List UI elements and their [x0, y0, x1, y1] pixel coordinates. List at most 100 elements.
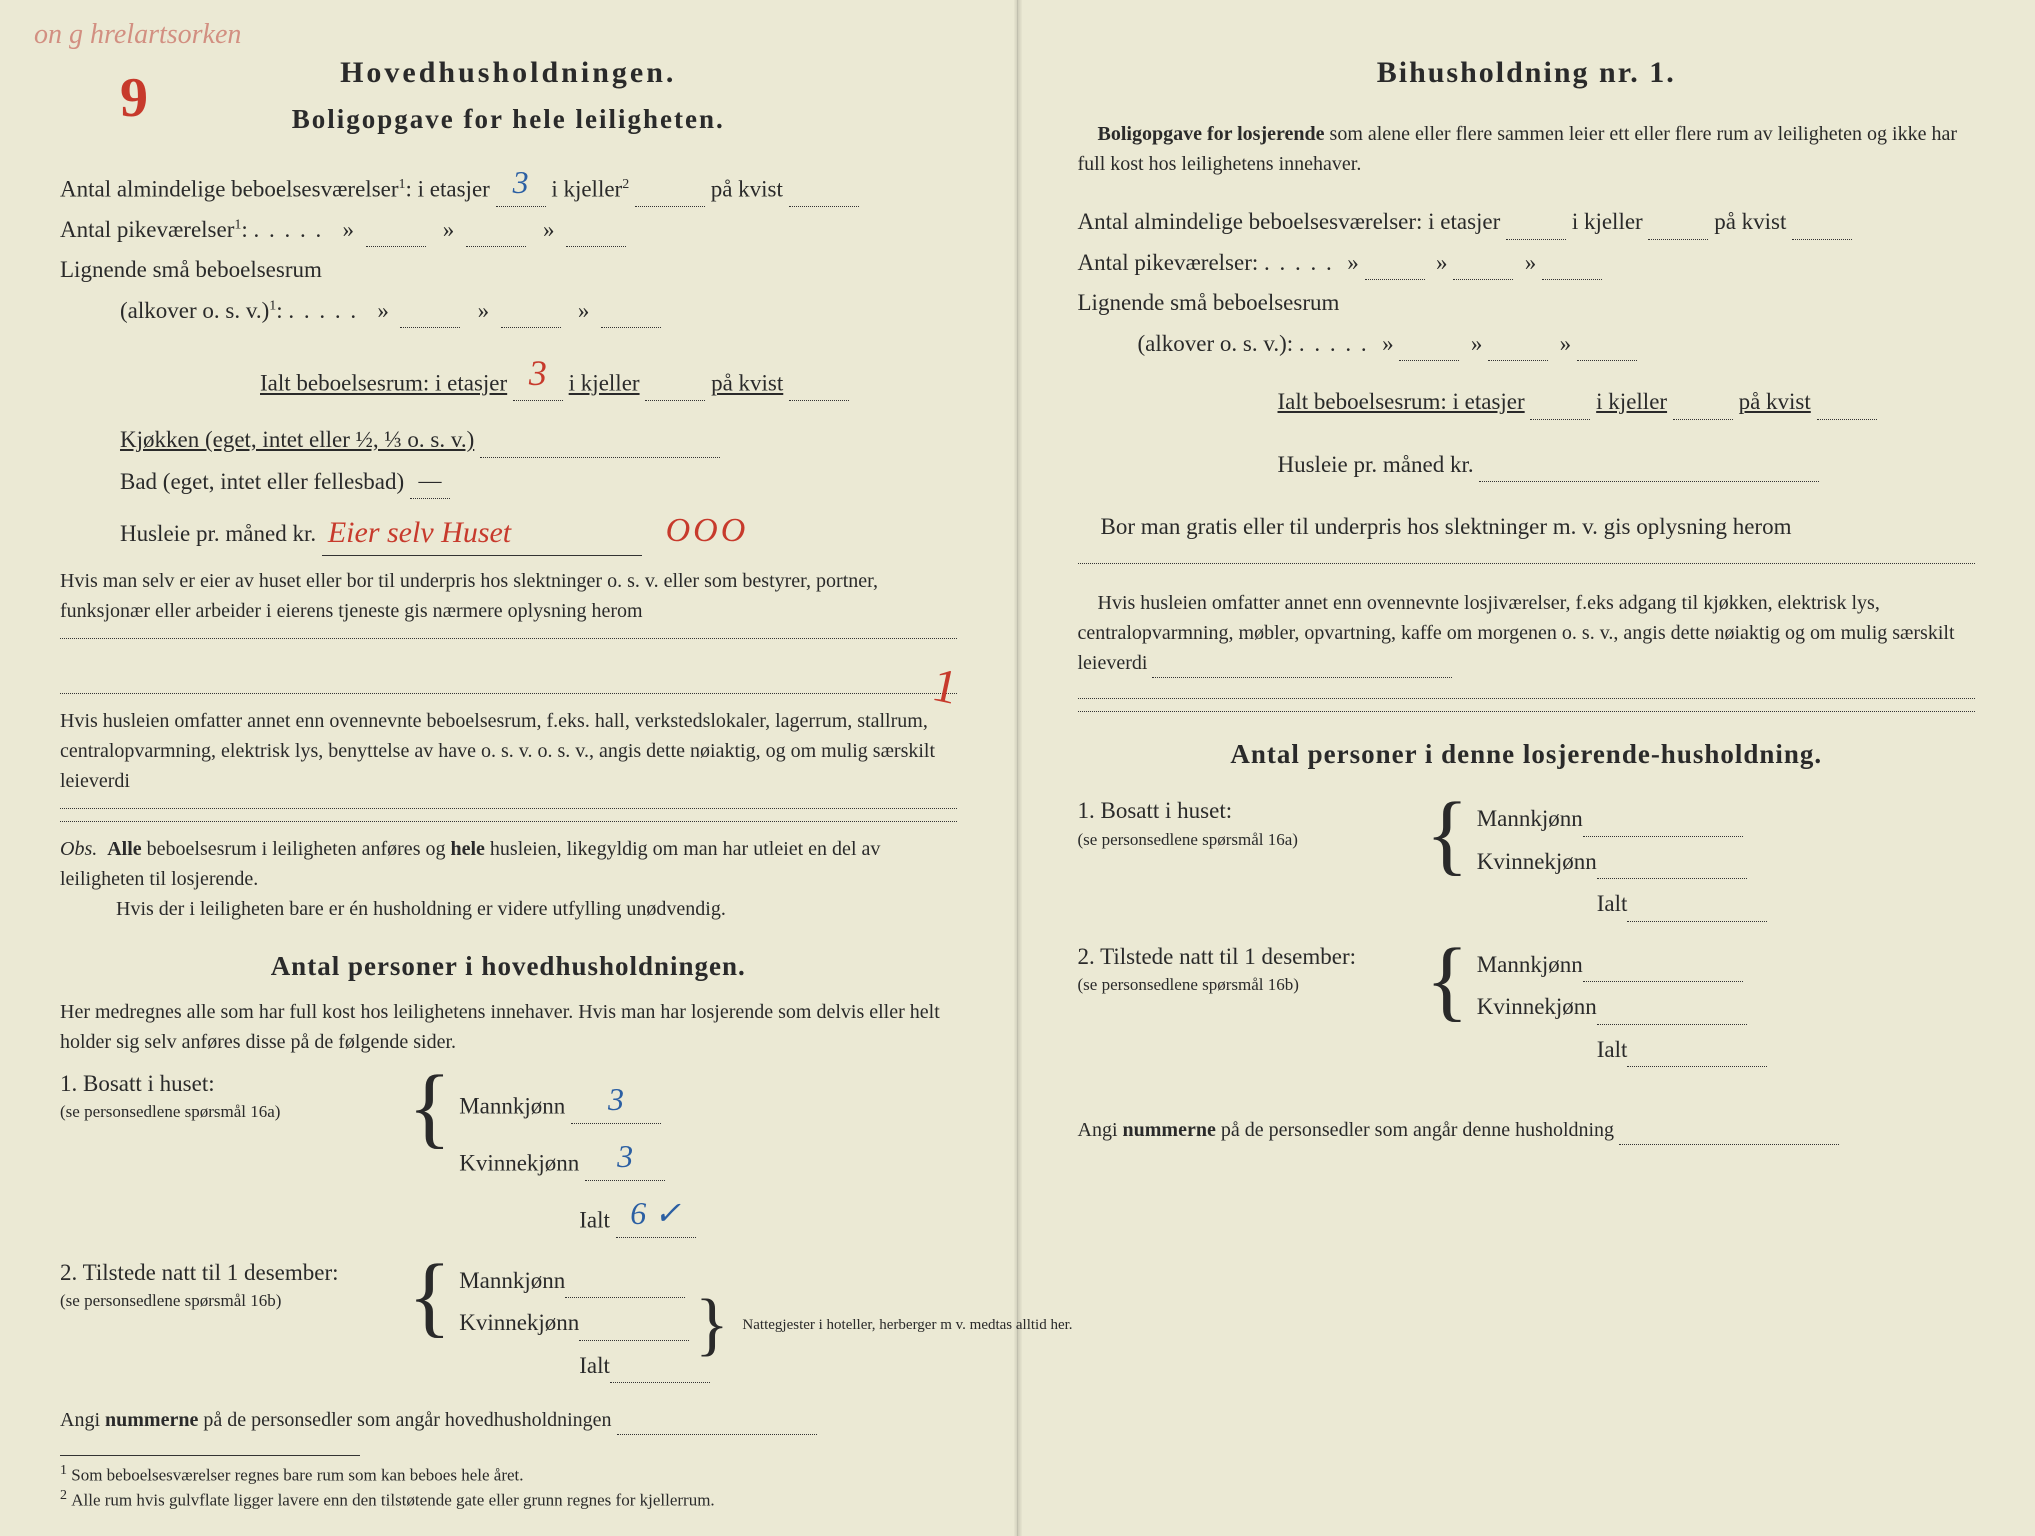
label: på kvist: [1714, 209, 1786, 234]
field: [1365, 279, 1425, 280]
field: [1583, 981, 1743, 982]
label-kvinne: Kvinnekjønn: [459, 1310, 579, 1335]
field-kvist: [789, 206, 859, 207]
brace-icon: {: [400, 1067, 459, 1148]
field: [1792, 239, 1852, 240]
field: [466, 246, 526, 247]
field-ialt: 6 ✓: [616, 1189, 696, 1238]
field-husleie: Eier selv Huset: [322, 510, 642, 556]
right-title: Bihusholdning nr. 1.: [1078, 50, 1976, 95]
field: [1078, 563, 1976, 564]
field-etasjer: 3: [496, 158, 546, 207]
dots: [1299, 331, 1377, 356]
field: [1673, 419, 1733, 420]
field: [1597, 878, 1747, 879]
dots: [1264, 250, 1342, 275]
label: på kvist: [711, 176, 783, 201]
dotted-rule: [1078, 698, 1976, 699]
label: Kjøkken (eget, intet eller ½, ⅓ o. s. v.…: [120, 427, 474, 452]
field: [601, 327, 661, 328]
label: Husleie pr. måned kr.: [120, 521, 316, 546]
field: [1488, 360, 1548, 361]
r-section-title: Antal personer i denne losjerende-hushol…: [1078, 734, 1976, 775]
nattegjester-note: Nattegjester i hoteller, herberger m v. …: [742, 1316, 902, 1334]
footnote-1: 1 Som beboelsesværelser regnes bare rum …: [60, 1462, 957, 1487]
brace-icon: {: [1418, 794, 1477, 875]
dots: [254, 217, 332, 242]
label: i kjeller: [1572, 209, 1643, 234]
r-line-pike: Antal pikeværelser: » » »: [1078, 246, 1976, 281]
field: [1542, 279, 1602, 280]
line-antal-vaerelser: Antal almindelige beboelsesværelser1: i …: [60, 158, 957, 207]
field: [480, 457, 720, 458]
label: (alkover o. s. v.): [120, 298, 269, 323]
line-ialt-beboelsesrum: Ialt beboelsesrum: i etasjer 3 i kjeller…: [260, 346, 957, 401]
field: [501, 327, 561, 328]
r-line-lignende-b: (alkover o. s. v.): » » »: [1138, 327, 1976, 362]
dots: [288, 298, 366, 323]
right-lead: Boligopgave for losjerende som alene ell…: [1078, 119, 1976, 179]
field-mann: 3: [571, 1075, 661, 1124]
field: [789, 400, 849, 401]
r-line-husleie: Husleie pr. måned kr.: [1278, 448, 1976, 483]
field: [1399, 360, 1459, 361]
footnote-2: 2 Alle rum hvis gulvflate ligger lavere …: [60, 1487, 957, 1512]
r-q2-group: 2. Tilstede natt til 1 desember: (se per…: [1078, 940, 1976, 1076]
scanned-form-document: on g hrelartsorken 9 Hovedhusholdningen.…: [0, 0, 2035, 1536]
label: på kvist: [1739, 389, 1811, 414]
q1-label: 1. Bosatt i huset:: [60, 1067, 400, 1102]
label-mann: Mannkjønn: [1477, 952, 1583, 977]
field: [1506, 239, 1566, 240]
field: [1530, 419, 1590, 420]
field: [1479, 481, 1819, 482]
r-line-lignende-a: Lignende små beboelsesrum: [1078, 286, 1976, 321]
handwritten-ooo: OOO: [666, 512, 749, 549]
label-kvinne: Kvinnekjønn: [1477, 994, 1597, 1019]
field: [617, 1434, 817, 1435]
field: [566, 246, 626, 247]
obs-block: Obs. Alle beboelsesrum i leiligheten anf…: [60, 834, 957, 894]
line-husleie: Husleie pr. måned kr. Eier selv Huset OO…: [120, 505, 957, 556]
line-lignende-a: Lignende små beboelsesrum: [60, 253, 957, 288]
label-ialt: Ialt: [579, 1207, 610, 1232]
para-husleie-note: Hvis husleien omfatter annet enn ovennev…: [60, 706, 957, 796]
field-ialt-etasjer: 3: [513, 346, 563, 401]
label: (alkover o. s. v.):: [1138, 331, 1294, 356]
field: [565, 1297, 685, 1298]
field: [610, 1382, 710, 1383]
dotted-rule: [60, 638, 957, 639]
r-line-angi: Angi nummerne på de personsedler som ang…: [1078, 1115, 1976, 1145]
r-para2: Hvis husleien omfatter annet enn ovennev…: [1078, 588, 1976, 678]
field-bad: —: [410, 464, 450, 500]
q1-sub: (se personsedlene spørsmål 16a): [60, 1101, 400, 1123]
label: i kjeller: [1596, 389, 1667, 414]
handwritten-top-annotation: on g hrelartsorken: [34, 14, 241, 56]
label: på kvist: [711, 371, 783, 396]
q2-group: 2. Tilstede natt til 1 desember: (se per…: [60, 1256, 957, 1392]
label: Antal pikeværelser:: [1078, 250, 1259, 275]
page-left: on g hrelartsorken 9 Hovedhusholdningen.…: [0, 0, 1018, 1536]
line-bad: Bad (eget, intet eller fellesbad) —: [120, 464, 957, 500]
field: [1152, 677, 1452, 678]
label-mann: Mannkjønn: [1477, 806, 1583, 831]
q2-label: 2. Tilstede natt til 1 desember:: [60, 1256, 400, 1291]
left-title-1: Hovedhusholdningen.: [60, 50, 957, 95]
line-kjokken: Kjøkken (eget, intet eller ½, ⅓ o. s. v.…: [120, 423, 957, 458]
q2-sub: (se personsedlene spørsmål 16b): [1078, 974, 1418, 996]
dotted-rule: [60, 808, 957, 809]
dotted-rule: [60, 693, 957, 694]
field: [645, 400, 705, 401]
field: [1627, 1066, 1767, 1067]
obs-label: Obs.: [60, 838, 97, 860]
field-kjeller: [635, 206, 705, 207]
label: Bad (eget, intet eller fellesbad): [120, 469, 404, 494]
field: [1577, 360, 1637, 361]
field: [1648, 239, 1708, 240]
label-kvinne: Kvinnekjønn: [1477, 849, 1597, 874]
r-line-antal: Antal almindelige beboelsesværelser: i e…: [1078, 205, 1976, 240]
field-kvinne: 3: [585, 1132, 665, 1181]
label: Ialt beboelsesrum: i etasjer: [1278, 389, 1525, 414]
label: i kjeller: [569, 371, 640, 396]
label-ialt: Ialt: [1597, 891, 1628, 916]
label: Husleie pr. måned kr.: [1278, 452, 1474, 477]
